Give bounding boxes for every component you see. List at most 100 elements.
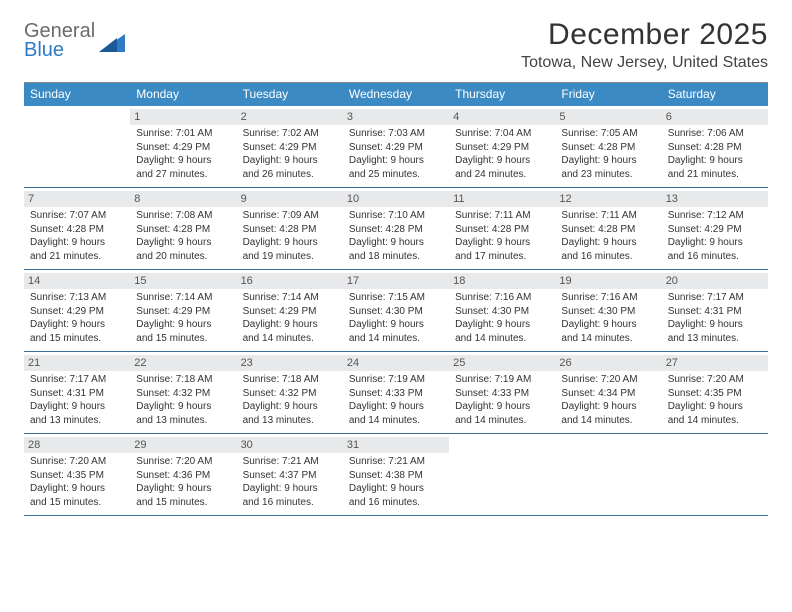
day-cell: 5Sunrise: 7:05 AMSunset: 4:28 PMDaylight… <box>555 106 661 187</box>
page-title: December 2025 <box>521 18 768 52</box>
day-info: Sunrise: 7:14 AMSunset: 4:29 PMDaylight:… <box>243 291 337 345</box>
daylight-text: Daylight: 9 hours and 14 minutes. <box>243 318 337 345</box>
daylight-text: Daylight: 9 hours and 17 minutes. <box>455 236 549 263</box>
sunset-text: Sunset: 4:36 PM <box>136 469 230 483</box>
sunrise-text: Sunrise: 7:18 AM <box>136 373 230 387</box>
daylight-text: Daylight: 9 hours and 21 minutes. <box>30 236 124 263</box>
daylight-text: Daylight: 9 hours and 16 minutes. <box>349 482 443 509</box>
sunrise-text: Sunrise: 7:11 AM <box>561 209 655 223</box>
day-info: Sunrise: 7:14 AMSunset: 4:29 PMDaylight:… <box>136 291 230 345</box>
day-number: 5 <box>555 109 661 125</box>
sunrise-text: Sunrise: 7:20 AM <box>561 373 655 387</box>
day-number: 17 <box>343 273 449 289</box>
day-cell: 18Sunrise: 7:16 AMSunset: 4:30 PMDayligh… <box>449 270 555 351</box>
day-cell: 21Sunrise: 7:17 AMSunset: 4:31 PMDayligh… <box>24 352 130 433</box>
daylight-text: Daylight: 9 hours and 14 minutes. <box>668 400 762 427</box>
day-number: 10 <box>343 191 449 207</box>
day-cell: 6Sunrise: 7:06 AMSunset: 4:28 PMDaylight… <box>662 106 768 187</box>
day-cell: 7Sunrise: 7:07 AMSunset: 4:28 PMDaylight… <box>24 188 130 269</box>
week-row: 1Sunrise: 7:01 AMSunset: 4:29 PMDaylight… <box>24 106 768 188</box>
daylight-text: Daylight: 9 hours and 16 minutes. <box>243 482 337 509</box>
day-number: 6 <box>662 109 768 125</box>
sunrise-text: Sunrise: 7:20 AM <box>30 455 124 469</box>
day-info: Sunrise: 7:21 AMSunset: 4:38 PMDaylight:… <box>349 455 443 509</box>
day-cell: 4 Sunrise: 7:04 AMSunset: 4:29 PMDaylight… <box>449 106 555 187</box>
sunrise-text: Sunrise: 7:07 AM <box>30 209 124 223</box>
day-info: Sunrise: 7:10 AMSunset: 4:28 PMDaylight:… <box>349 209 443 263</box>
day-info: Sunrise: 7:20 AMSunset: 4:35 PMDaylight:… <box>30 455 124 509</box>
sunrise-text: Sunrise: 7:20 AM <box>668 373 762 387</box>
sunrise-text: Sunrise: 7:16 AM <box>455 291 549 305</box>
day-number: 30 <box>237 437 343 453</box>
day-number: 27 <box>662 355 768 371</box>
weekday-header: Friday <box>555 83 661 106</box>
sunrise-text: Sunrise: 7:15 AM <box>349 291 443 305</box>
weekday-header: Saturday <box>662 83 768 106</box>
logo: General Blue <box>24 22 125 60</box>
daylight-text: Daylight: 9 hours and 15 minutes. <box>136 318 230 345</box>
sunrise-text: Sunrise: 7:18 AM <box>243 373 337 387</box>
day-cell: 1Sunrise: 7:01 AMSunset: 4:29 PMDaylight… <box>130 106 236 187</box>
day-cell: 24Sunrise: 7:19 AMSunset: 4:33 PMDayligh… <box>343 352 449 433</box>
day-info: Sunrise: 7:01 AMSunset: 4:29 PMDaylight:… <box>136 127 230 181</box>
sunrise-text: Sunrise: 7:19 AM <box>349 373 443 387</box>
day-number: 26 <box>555 355 661 371</box>
weekday-header: Wednesday <box>343 83 449 106</box>
sunset-text: Sunset: 4:29 PM <box>349 141 443 155</box>
day-info: Sunrise: 7:19 AMSunset: 4:33 PMDaylight:… <box>349 373 443 427</box>
day-number: 16 <box>237 273 343 289</box>
day-cell: 22Sunrise: 7:18 AMSunset: 4:32 PMDayligh… <box>130 352 236 433</box>
day-cell: 30Sunrise: 7:21 AMSunset: 4:37 PMDayligh… <box>237 434 343 515</box>
daylight-text: Daylight: 9 hours and 27 minutes. <box>136 154 230 181</box>
sunrise-text: Sunrise: 7:17 AM <box>668 291 762 305</box>
week-row: 7 Sunrise: 7:07 AM Sunset: 4:28 PM Daylight… <box>24 188 768 270</box>
day-info: Sunrise: 7:20 AMSunset: 4:35 PMDaylight:… <box>668 373 762 427</box>
daylight-text: Daylight: 9 hours and 24 minutes. <box>455 154 549 181</box>
day-number: 29 <box>130 437 236 453</box>
day-number: 4 <box>449 109 555 125</box>
day-number: 14 <box>24 273 130 289</box>
calendar-grid: Sunday Monday Tuesday Wednesday Thursday… <box>24 82 768 516</box>
sunrise-text: Sunrise: 7:13 AM <box>30 291 124 305</box>
sunset-text: Sunset: 4:32 PM <box>243 387 337 401</box>
day-cell: 28 Sunrise: 7:20 AMSunset: 4:35 PMDayligh… <box>24 434 130 515</box>
daylight-text: Daylight: 9 hours and 15 minutes. <box>136 482 230 509</box>
sunrise-text: Sunrise: 7:11 AM <box>455 209 549 223</box>
day-number: 13 <box>662 191 768 207</box>
day-info: Sunrise: 7:18 AMSunset: 4:32 PMDaylight:… <box>136 373 230 427</box>
day-number: 9 <box>237 191 343 207</box>
day-cell <box>555 434 661 515</box>
daylight-text: Daylight: 9 hours and 15 minutes. <box>30 318 124 345</box>
sunrise-text: Sunrise: 7:12 AM <box>668 209 762 223</box>
day-cell: 15Sunrise: 7:14 AMSunset: 4:29 PMDayligh… <box>130 270 236 351</box>
weekday-header: Sunday <box>24 83 130 106</box>
calendar-page: General Blue December 2025 Totowa, New J… <box>0 0 792 526</box>
weekday-header-row: Sunday Monday Tuesday Wednesday Thursday… <box>24 83 768 106</box>
day-cell: 17 Sunrise: 7:15 AMSunset: 4:30 PMDayligh… <box>343 270 449 351</box>
week-row: 21Sunrise: 7:17 AMSunset: 4:31 PMDayligh… <box>24 352 768 434</box>
sunrise-text: Sunrise: 7:10 AM <box>349 209 443 223</box>
sunset-text: Sunset: 4:28 PM <box>561 141 655 155</box>
day-cell: 10 Sunrise: 7:10 AMSunset: 4:28 PMDayligh… <box>343 188 449 269</box>
sunrise-text: Sunrise: 7:08 AM <box>136 209 230 223</box>
daylight-text: Daylight: 9 hours and 14 minutes. <box>349 400 443 427</box>
sunset-text: Sunset: 4:31 PM <box>668 305 762 319</box>
day-info: Sunrise: 7:16 AMSunset: 4:30 PMDaylight:… <box>455 291 549 345</box>
daylight-text: Daylight: 9 hours and 21 minutes. <box>668 154 762 181</box>
day-number: 28 <box>24 437 130 453</box>
day-cell: 25Sunrise: 7:19 AMSunset: 4:33 PMDayligh… <box>449 352 555 433</box>
day-cell: 27 Sunrise: 7:20 AMSunset: 4:35 PMDayligh… <box>662 352 768 433</box>
day-info: Sunrise: 7:04 AMSunset: 4:29 PMDaylight:… <box>455 127 549 181</box>
daylight-text: Daylight: 9 hours and 16 minutes. <box>561 236 655 263</box>
weekday-header: Monday <box>130 83 236 106</box>
sunset-text: Sunset: 4:33 PM <box>455 387 549 401</box>
day-info: Sunrise: 7:20 AMSunset: 4:34 PMDaylight:… <box>561 373 655 427</box>
sunrise-text: Sunrise: 7:09 AM <box>243 209 337 223</box>
sunset-text: Sunset: 4:37 PM <box>243 469 337 483</box>
day-info: Sunrise: 7:18 AMSunset: 4:32 PMDaylight:… <box>243 373 337 427</box>
day-info: Sunrise: 7:20 AMSunset: 4:36 PMDaylight:… <box>136 455 230 509</box>
day-number: 7 <box>24 191 130 207</box>
sunset-text: Sunset: 4:28 PM <box>136 223 230 237</box>
sunset-text: Sunset: 4:29 PM <box>455 141 549 155</box>
day-info: Sunrise: 7:15 AMSunset: 4:30 PMDaylight:… <box>349 291 443 345</box>
